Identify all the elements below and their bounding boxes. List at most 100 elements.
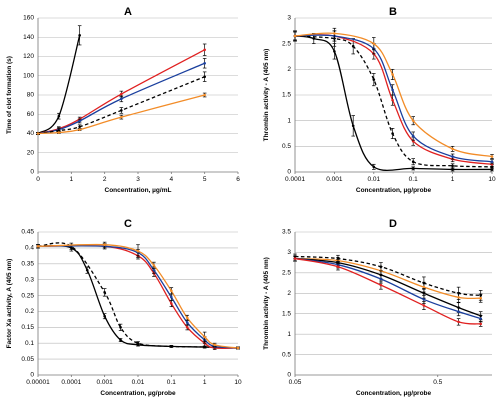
y-tick-label: 0.4	[25, 245, 34, 252]
y-tick-label: 0.1	[25, 340, 34, 347]
series	[36, 92, 207, 135]
series	[36, 241, 240, 350]
x-axis-title: Concentration, µg/mL	[105, 187, 172, 194]
data-point	[85, 268, 89, 272]
panel-letter: B	[389, 6, 397, 18]
x-tick-label: 10	[488, 176, 496, 183]
data-point	[36, 245, 40, 248]
y-tick-label: 0.45	[21, 229, 34, 236]
x-tick-label: 0	[36, 176, 40, 183]
y-tick-label: 0.5	[282, 143, 291, 150]
data-point	[411, 134, 415, 138]
data-point	[185, 316, 189, 320]
data-point	[78, 119, 81, 123]
series-line	[294, 255, 481, 296]
chart-panel-b: B 0 0.5 1 1.5 2 2.5 3 0.0001 0.001 0.01 0.1 1 10 Conce…	[263, 6, 496, 194]
data-point	[236, 346, 240, 350]
x-tick-label: 2	[103, 176, 107, 183]
data-point	[293, 34, 297, 38]
chart-panel-a: A 0 20 40 60 80 100 120 140 160 0 1 2 3 4 5 6 Concentrati…	[6, 6, 240, 194]
data-point	[451, 155, 454, 158]
data-point	[490, 155, 494, 158]
series	[293, 30, 494, 172]
x-tick-label: 1	[70, 176, 74, 183]
data-point	[203, 93, 206, 97]
data-point	[78, 128, 81, 131]
x-tick-label: 5	[203, 176, 207, 183]
chart-panel-c: C 0 0.05 0.1 0.15 0.2 0.25 0.3 0.35 0.4 0.45 0.0000…	[6, 218, 242, 397]
y-tick-label: 80	[27, 92, 35, 99]
data-point	[391, 73, 394, 76]
data-point	[185, 326, 189, 329]
y-tick-label: 2.5	[282, 40, 291, 47]
data-point	[57, 114, 61, 118]
x-tick-label: 0.001	[326, 176, 343, 183]
data-point	[372, 165, 376, 169]
data-point	[422, 285, 426, 289]
data-point	[411, 160, 415, 164]
data-point	[457, 320, 460, 324]
y-tick-label: 0.35	[21, 260, 34, 267]
data-point	[203, 48, 206, 52]
x-tick-label: 0.1	[167, 379, 176, 386]
data-point	[203, 75, 206, 79]
x-tick-label: 1	[451, 176, 455, 183]
y-tick-label: 3.5	[282, 229, 291, 236]
y-tick-label: 2	[287, 66, 291, 73]
data-point	[293, 257, 297, 260]
series	[36, 58, 207, 135]
y-tick-label: 0	[30, 169, 34, 176]
data-point	[213, 343, 217, 347]
y-tick-label: 1.5	[282, 92, 291, 99]
data-point	[103, 314, 106, 318]
y-tick-label: 1.5	[282, 310, 291, 317]
series-line	[37, 242, 239, 349]
y-tick-label: 3	[287, 249, 291, 256]
series-line	[37, 245, 239, 349]
x-tick-label: 3	[136, 176, 140, 183]
data-point	[119, 338, 122, 342]
series-line	[294, 257, 481, 317]
y-axis-title: Thrombin activity - A (405 nm)	[263, 49, 270, 142]
data-point	[57, 131, 61, 134]
y-tick-label: 160	[23, 15, 34, 22]
data-point	[451, 164, 454, 168]
x-tick-label: 0.05	[289, 379, 302, 386]
x-tick-label: 6	[236, 176, 240, 183]
data-point	[170, 302, 173, 305]
y-axis-title: Time of clot formation (s)	[6, 56, 13, 134]
y-axis-title: Factor Xa activity, A (405 nm)	[6, 259, 13, 349]
data-point	[203, 61, 206, 65]
data-point	[185, 321, 189, 324]
series-line	[294, 34, 493, 163]
data-point	[136, 249, 140, 253]
series	[36, 71, 207, 135]
y-axis-title: Thrombin activity - A (405 nm)	[263, 257, 270, 350]
x-tick-label: 0.0001	[285, 176, 305, 183]
data-point	[78, 125, 81, 129]
x-axis-title: Concentration, µg/probe	[100, 390, 176, 397]
data-point	[312, 37, 316, 40]
series	[293, 30, 494, 165]
data-point	[103, 291, 106, 294]
data-point	[372, 78, 376, 81]
series-line	[294, 257, 481, 320]
series-line	[37, 245, 239, 349]
x-tick-label: 1	[203, 379, 207, 386]
data-point	[120, 92, 123, 96]
data-point	[78, 34, 81, 37]
x-tick-label: 0.01	[132, 379, 145, 386]
data-point	[372, 42, 376, 45]
series	[293, 30, 494, 167]
y-tick-label: 0	[287, 169, 291, 176]
data-point	[170, 289, 173, 293]
y-tick-label: 0.25	[21, 292, 34, 299]
data-point	[411, 119, 415, 122]
x-axis-title: Concentration, µg/probe	[356, 187, 432, 194]
data-point	[391, 98, 394, 102]
data-point	[170, 295, 173, 299]
data-point	[479, 317, 482, 320]
series-line	[294, 257, 481, 300]
x-tick-label: 10	[234, 379, 242, 386]
